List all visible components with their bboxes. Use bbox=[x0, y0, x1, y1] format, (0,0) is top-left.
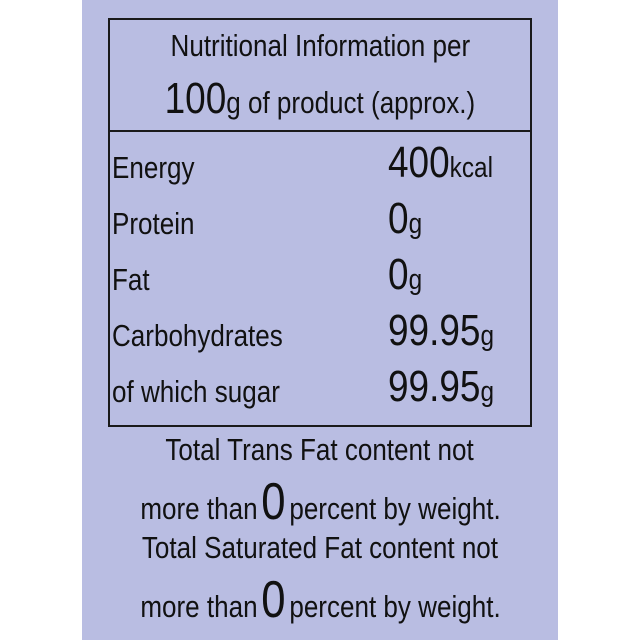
header-line: Nutritional Information per bbox=[82, 28, 558, 64]
note-value: 0 bbox=[260, 571, 286, 629]
note-value: 0 bbox=[260, 473, 286, 531]
nutrient-value: 400 bbox=[388, 138, 450, 187]
table-border bbox=[108, 18, 532, 427]
nutrient-name: Fat bbox=[112, 262, 150, 297]
header-line: 100g of product (approx.) bbox=[82, 74, 558, 124]
nutrient-unit: g bbox=[480, 376, 495, 408]
nutrient-name: Protein bbox=[112, 206, 195, 241]
nutrient-name: Carbohydrates bbox=[112, 318, 283, 353]
nutrient-value: 0 bbox=[388, 194, 409, 243]
header-divider bbox=[108, 130, 532, 132]
note-text: Total Trans Fat content not bbox=[165, 432, 475, 467]
nutrient-amount: 99.95g bbox=[388, 362, 494, 412]
nutrient-name: of which sugar bbox=[112, 374, 280, 409]
nutrient-unit: g bbox=[408, 208, 423, 240]
header-amount-line: 100g of product (approx.) bbox=[165, 74, 476, 124]
nutrient-row: Carbohydrates 99.95g bbox=[112, 306, 528, 356]
note-line: Total Saturated Fat content not bbox=[82, 530, 558, 566]
nutrient-unit: kcal bbox=[449, 152, 493, 184]
note-text: Total Saturated Fat content not bbox=[141, 530, 499, 565]
nutrient-amount: 99.95g bbox=[388, 306, 494, 356]
note-text: more than 0 percent by weight. bbox=[140, 570, 500, 630]
nutrient-row: Fat 0g bbox=[112, 250, 528, 300]
note-prefix: more than bbox=[139, 491, 258, 526]
note-prefix: more than bbox=[139, 589, 258, 624]
note-suffix: percent by weight. bbox=[288, 589, 501, 624]
nutrient-name: Energy bbox=[112, 150, 195, 185]
nutrient-row: Energy 400kcal bbox=[112, 138, 528, 188]
header-unit: g of product (approx.) bbox=[226, 85, 476, 120]
note-line: more than 0 percent by weight. bbox=[82, 570, 558, 630]
nutrient-row: Protein 0g bbox=[112, 194, 528, 244]
note-suffix: percent by weight. bbox=[288, 491, 501, 526]
nutrient-value: 99.95 bbox=[388, 362, 481, 411]
header-amount: 100 bbox=[164, 74, 227, 123]
note-text: more than 0 percent by weight. bbox=[140, 472, 500, 532]
nutrient-row: of which sugar 99.95g bbox=[112, 362, 528, 412]
nutrient-amount: 0g bbox=[388, 250, 422, 300]
header-title: Nutritional Information per bbox=[170, 28, 470, 63]
nutrient-amount: 400kcal bbox=[388, 138, 493, 188]
nutrient-value: 0 bbox=[388, 250, 409, 299]
nutrient-value: 99.95 bbox=[388, 306, 481, 355]
label-background bbox=[82, 0, 558, 640]
note-line: Total Trans Fat content not bbox=[82, 432, 558, 468]
nutrient-unit: g bbox=[480, 320, 495, 352]
nutrient-amount: 0g bbox=[388, 194, 422, 244]
note-line: more than 0 percent by weight. bbox=[82, 472, 558, 532]
nutrient-unit: g bbox=[408, 264, 423, 296]
